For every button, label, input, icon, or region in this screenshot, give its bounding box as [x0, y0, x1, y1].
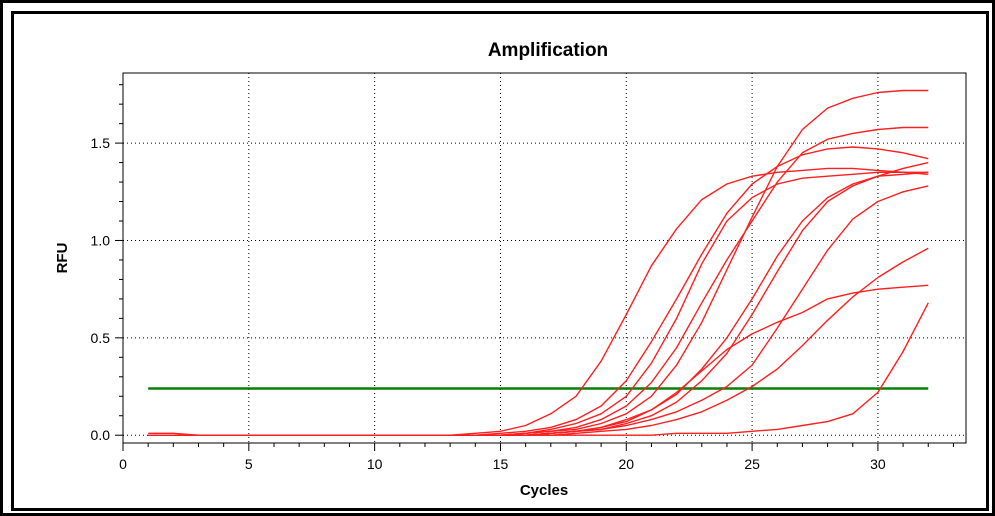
x-tick-label: 10 [367, 456, 383, 472]
y-tick-label: 0.0 [91, 427, 111, 443]
y-tick-label: 1.5 [91, 135, 111, 151]
tick-labels: 0 5 10 15 20 25 30 0.0 0.5 1.0 1.5 [91, 135, 886, 472]
amplification-curve-7 [148, 161, 929, 436]
x-tick-label: 0 [119, 456, 127, 472]
x-tick-label: 5 [245, 456, 253, 472]
y-tick-label: 0.5 [91, 330, 111, 346]
x-axis-label: Cycles [520, 482, 568, 499]
y-axis-label: RFU [54, 243, 71, 274]
x-tick-label: 30 [870, 456, 886, 472]
amplification-curve-9 [148, 284, 929, 436]
amplification-curve-6 [148, 171, 929, 436]
amplification-curve-5 [148, 89, 929, 436]
axis-ticks [115, 84, 954, 451]
plot-area-frame [122, 72, 967, 444]
chart-title: Amplification [488, 40, 608, 61]
x-tick-label: 15 [493, 456, 509, 472]
amplification-curve-1 [148, 167, 929, 436]
amplification-curve-11 [148, 302, 929, 436]
amplification-curve-2 [148, 146, 929, 436]
y-tick-label: 1.0 [91, 232, 111, 248]
series-layer [148, 89, 929, 436]
x-tick-label: 20 [618, 456, 634, 472]
amplification-curve-3 [148, 171, 929, 436]
x-tick-label: 25 [744, 456, 760, 472]
amplification-curve-8 [148, 185, 929, 436]
